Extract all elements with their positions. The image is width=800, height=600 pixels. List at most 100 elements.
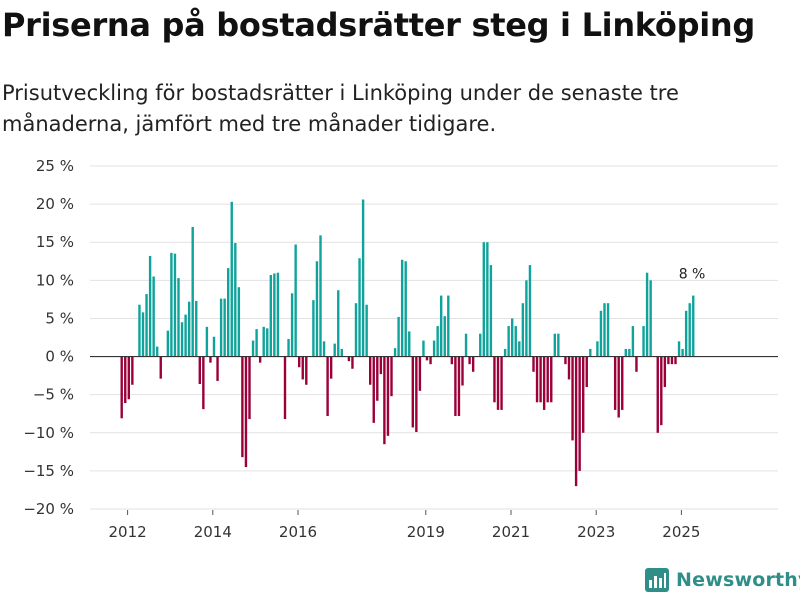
bar [422, 340, 425, 357]
bar [493, 356, 496, 403]
bar [471, 356, 475, 372]
bar [354, 303, 358, 357]
bar [322, 341, 326, 357]
bar [546, 356, 549, 403]
bar [599, 310, 603, 357]
x-tick-label: 2023 [577, 523, 615, 541]
bar [660, 356, 663, 426]
bar [649, 280, 652, 357]
bar [692, 295, 695, 357]
bar [425, 356, 429, 361]
bar [187, 301, 191, 357]
bar [621, 356, 624, 410]
bar [145, 294, 148, 357]
bar [464, 333, 468, 357]
bar [514, 326, 517, 357]
bar [159, 356, 162, 379]
bar [450, 356, 454, 365]
bar [667, 356, 670, 365]
bar [248, 356, 251, 420]
x-tick-label: 2012 [109, 523, 147, 541]
bar [315, 261, 319, 357]
bar [521, 303, 525, 357]
bar [624, 348, 627, 357]
bar-layer [120, 199, 695, 487]
bar [365, 304, 368, 357]
x-tick-label: 2019 [407, 523, 445, 541]
bar [319, 235, 322, 357]
bar [507, 326, 510, 357]
bar [393, 348, 397, 357]
bar [234, 242, 237, 357]
bar [202, 356, 205, 410]
bar [372, 356, 375, 423]
bar [383, 356, 386, 445]
bar [415, 356, 418, 433]
bar [361, 199, 365, 357]
bar [557, 333, 560, 357]
bar [564, 356, 567, 365]
bar [535, 356, 539, 403]
bar [457, 356, 461, 417]
x-tick-label: 2014 [194, 523, 232, 541]
bar [312, 300, 315, 357]
y-tick-label: 10 % [36, 271, 74, 289]
bar [447, 295, 450, 357]
y-tick-label: 25 % [36, 157, 74, 175]
bar [120, 356, 123, 419]
bar [369, 356, 372, 385]
x-tick-label: 2025 [662, 523, 700, 541]
newsworthy-logo-icon [645, 568, 669, 592]
bar [603, 303, 606, 357]
y-tick-label: 20 % [36, 195, 74, 213]
y-tick-label: 0 % [45, 348, 74, 366]
bar [528, 265, 532, 357]
bar [482, 242, 485, 357]
bar [195, 300, 198, 357]
bar [518, 341, 521, 357]
bar [216, 356, 219, 381]
bar [461, 356, 464, 386]
bar [397, 316, 400, 357]
bar [550, 356, 553, 403]
bar [432, 340, 436, 357]
y-tick-label: −10 % [23, 424, 74, 442]
grid-layer [90, 165, 778, 510]
bar [290, 293, 294, 357]
bar [489, 265, 493, 357]
bar [266, 328, 269, 357]
bar [486, 242, 489, 357]
bar [184, 314, 187, 357]
last-value-label: 8 % [679, 267, 706, 283]
bar [532, 356, 535, 372]
bar [440, 295, 443, 357]
y-tick-label: −5 % [33, 386, 74, 404]
bar [631, 326, 635, 357]
bar [198, 356, 201, 384]
bar [337, 290, 340, 357]
bar [305, 356, 308, 385]
bar [677, 341, 681, 357]
bar [553, 333, 556, 357]
bar [400, 259, 404, 357]
chart-subtitle: Prisutveckling för bostadsrätter i Linkö… [2, 81, 679, 136]
bar [443, 316, 446, 357]
y-tick-label: −20 % [23, 500, 74, 518]
bar [351, 356, 354, 369]
bar [294, 244, 297, 357]
bar [177, 278, 180, 357]
bar [617, 356, 620, 418]
bar [645, 272, 649, 357]
bar [596, 341, 599, 357]
bar [642, 326, 645, 357]
x-axis: 2012 2014 2016 2019 2021 2023 2025 [109, 510, 700, 541]
bar [670, 356, 674, 365]
bar [663, 356, 667, 388]
bar [138, 304, 141, 357]
bar [582, 356, 585, 433]
bar [241, 356, 244, 458]
y-tick-label: 5 % [45, 309, 74, 327]
x-tick-label: 2016 [279, 523, 317, 541]
bar [606, 303, 610, 357]
